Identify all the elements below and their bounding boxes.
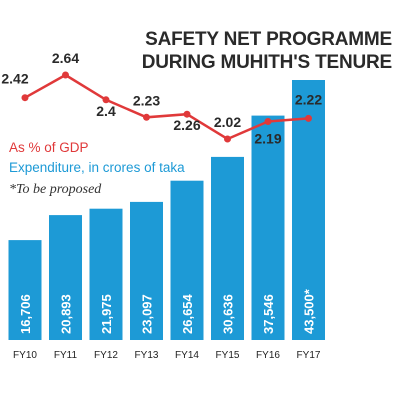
footnote: *To be proposed <box>9 182 102 197</box>
bar-value-label: 30,636 <box>221 294 236 334</box>
x-tick-label: FY17 <box>297 350 321 361</box>
gdp-point <box>224 135 231 143</box>
bar-fy17 <box>292 80 325 340</box>
x-tick-label: FY11 <box>54 350 78 361</box>
gdp-value-label: 2.4 <box>96 103 116 119</box>
chart-subtitle: DURING MUHITH'S TENURE <box>142 52 392 73</box>
gdp-point <box>305 114 312 122</box>
bar-value-label: 21,975 <box>99 294 114 334</box>
x-tick-label: FY16 <box>256 350 280 361</box>
bar-fy13 <box>130 201 163 340</box>
gdp-line-layer: 2.42 2.64 2.4 2.23 2.26 2.02 2.19 2.22 <box>1 50 322 147</box>
chart-title: SAFETY NET PROGRAMME <box>145 29 392 50</box>
bar-value-label: 20,893 <box>59 294 74 334</box>
gdp-point <box>21 94 29 102</box>
x-tick-label: FY12 <box>94 350 118 361</box>
bar-fy16 <box>251 115 285 340</box>
x-tick-label: FY10 <box>13 350 37 361</box>
gdp-value-label: 2.64 <box>52 50 79 66</box>
bar-value-label: 26,654 <box>180 293 195 334</box>
bar-labels-layer: 16,706 20,893 21,975 23,097 26,654 30,636 37,5… <box>18 288 317 334</box>
bars-layer <box>8 80 325 340</box>
bar-value-label: 43,500* <box>302 288 317 334</box>
x-axis-ticks: FY10 FY11 FY12 FY13 FY14 FY15 FY16 FY17 <box>13 350 321 361</box>
gdp-value-label: 2.42 <box>1 71 28 87</box>
bar-fy10 <box>8 240 42 340</box>
legend-expenditure: Expenditure, in crores of taka <box>9 160 185 175</box>
bar-fy11 <box>49 215 82 340</box>
x-tick-label: FY14 <box>175 350 199 361</box>
bar-value-label: 16,706 <box>18 294 33 334</box>
gdp-value-label: 2.02 <box>214 114 241 130</box>
gdp-value-label: 2.26 <box>173 117 200 133</box>
bar-value-label: 37,546 <box>261 294 276 334</box>
x-tick-label: FY13 <box>135 350 159 361</box>
gdp-point <box>62 71 69 79</box>
gdp-value-label: 2.22 <box>295 91 322 107</box>
x-tick-label: FY15 <box>216 350 240 361</box>
gdp-point <box>183 110 191 118</box>
bar-fy15 <box>211 156 244 340</box>
bar-fy12 <box>89 208 123 340</box>
gdp-point <box>102 96 110 104</box>
bar-value-label: 23,097 <box>140 294 155 334</box>
gdp-value-label: 2.19 <box>254 131 281 147</box>
gdp-value-label: 2.23 <box>133 92 160 108</box>
legend-gdp: As % of GDP <box>9 140 89 155</box>
gdp-line <box>24 73 309 141</box>
bar-fy14 <box>170 180 204 340</box>
gdp-point <box>143 113 150 121</box>
gdp-point <box>264 118 272 125</box>
